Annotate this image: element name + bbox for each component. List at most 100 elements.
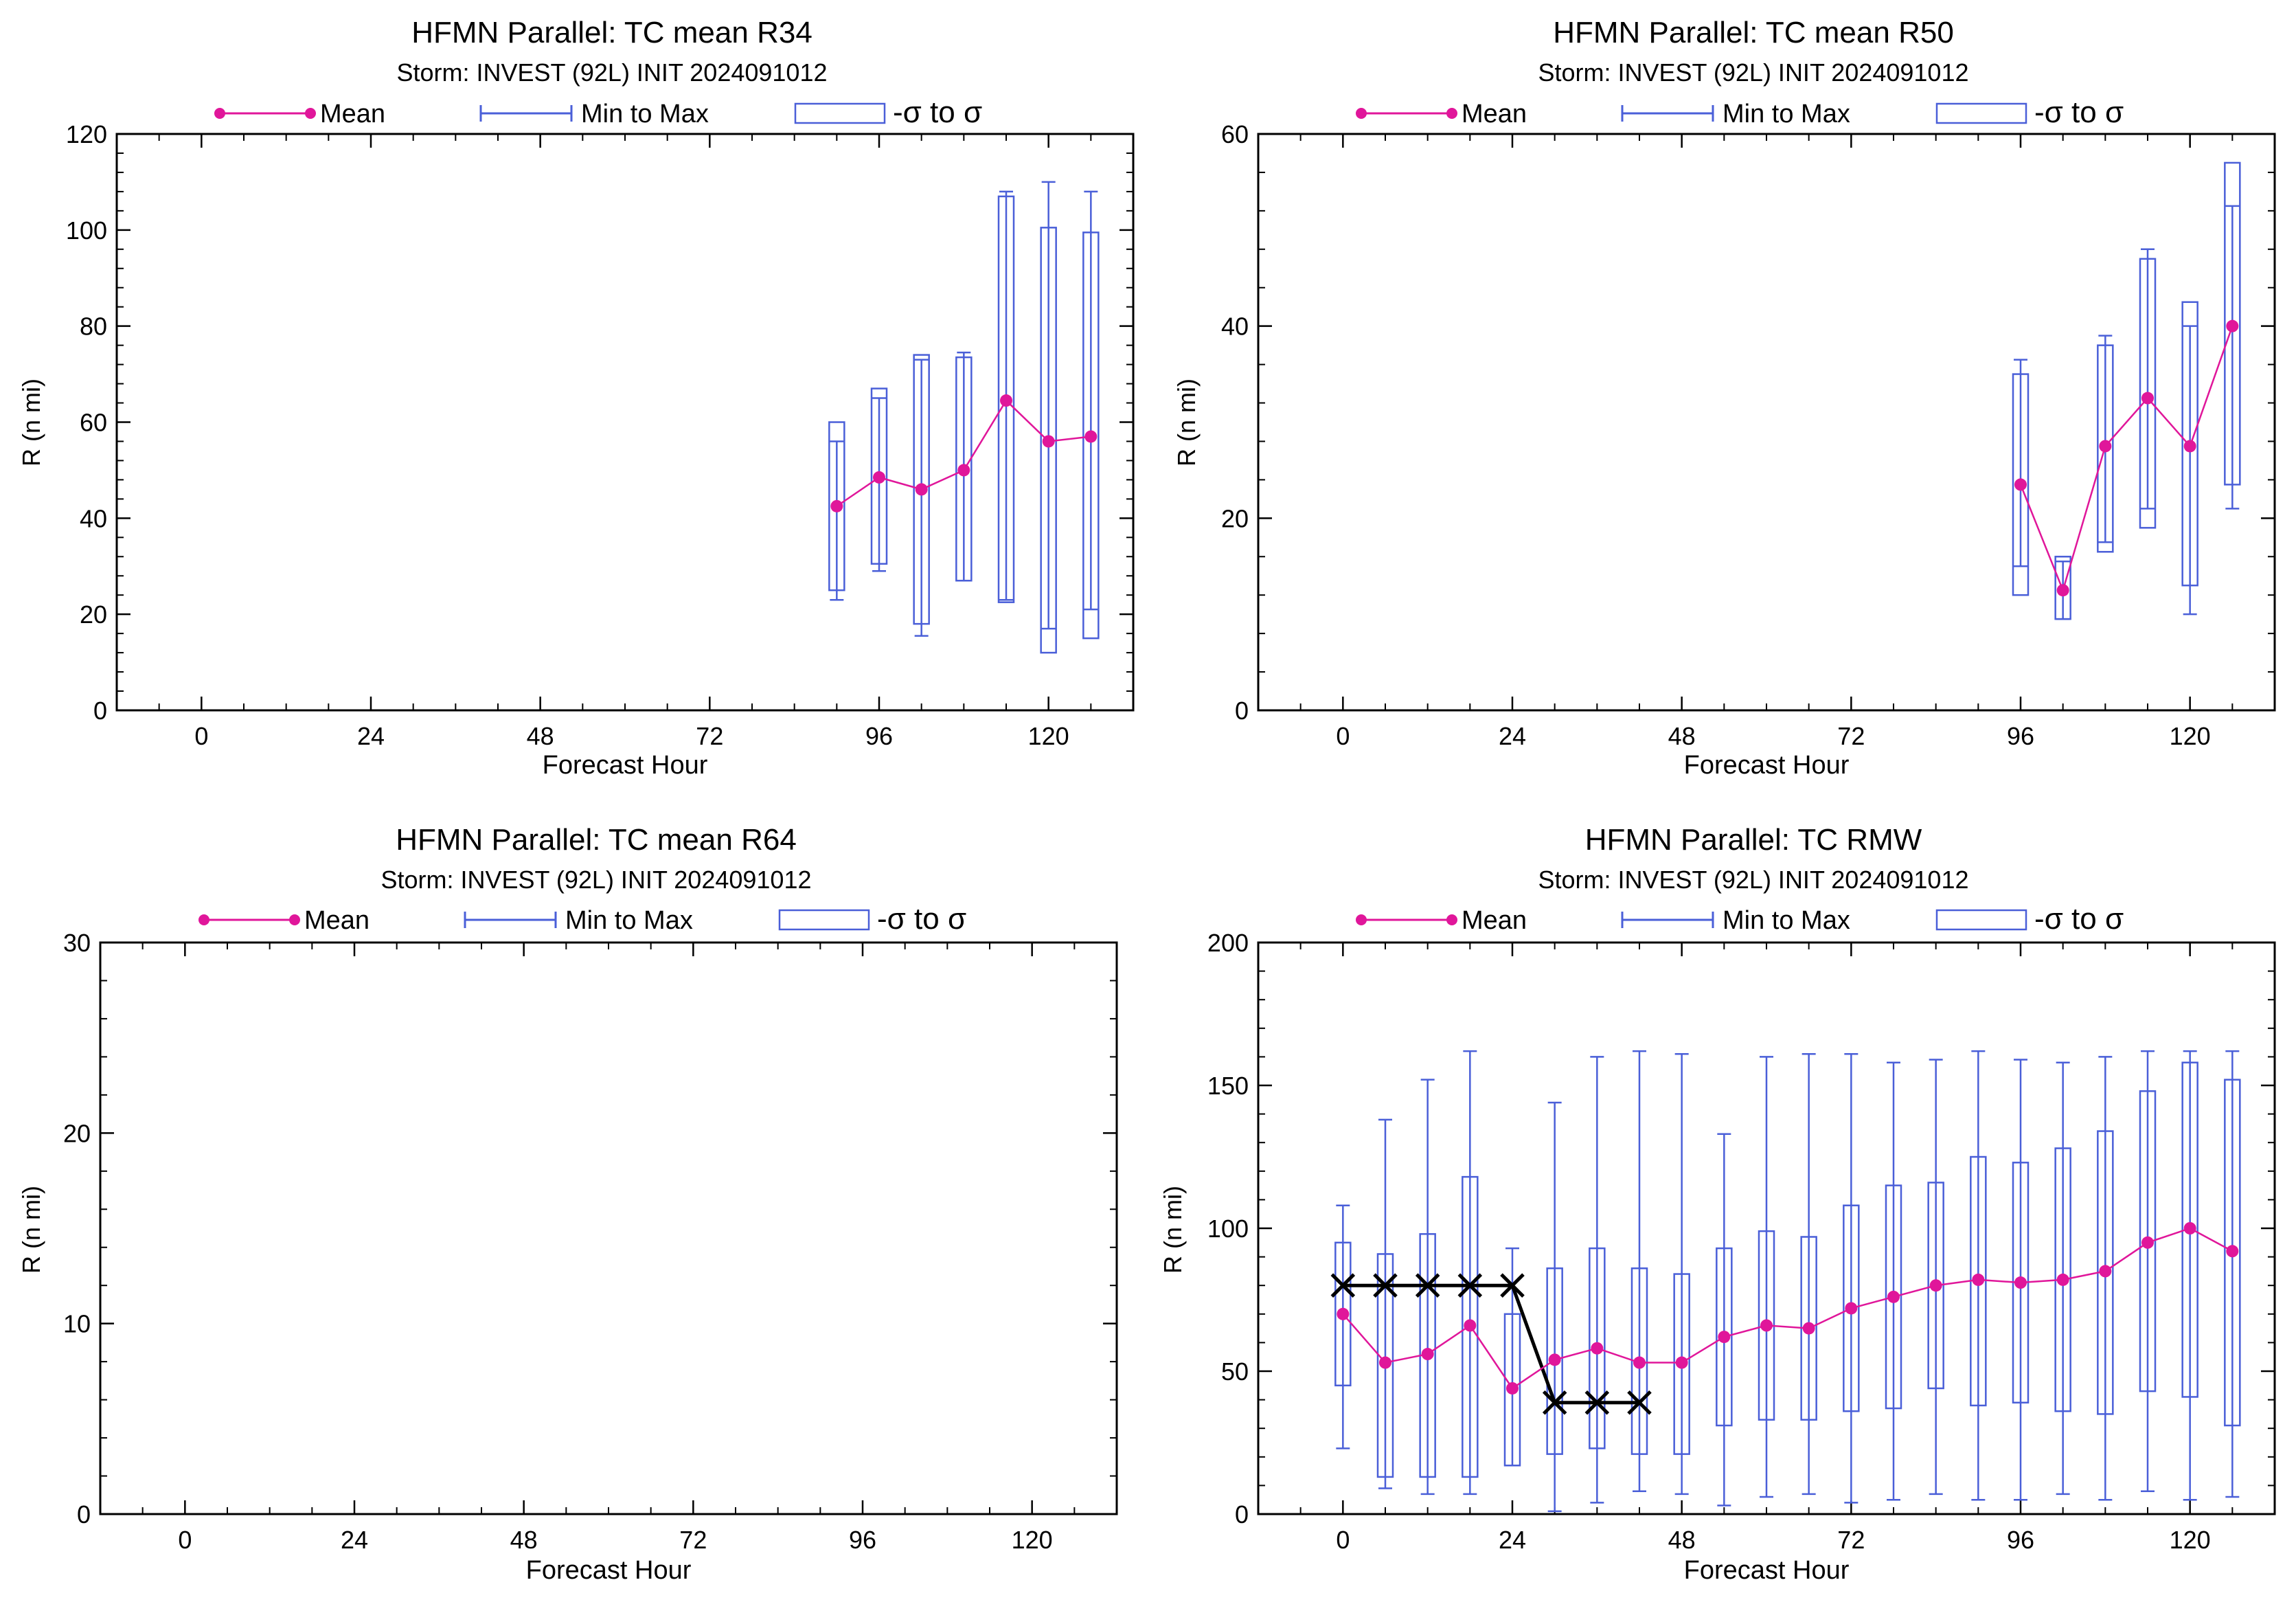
observed-marker-stroke	[1373, 1273, 1398, 1298]
legend-mean-label: Mean	[1462, 100, 1527, 128]
chart-title: HFMN Parallel: TC RMW	[1585, 823, 1922, 857]
y-tick-label: 50	[1221, 1357, 1249, 1386]
observed-marker	[1500, 1273, 1525, 1298]
y-tick-label: 0	[1235, 1500, 1249, 1529]
mean-point	[2014, 1276, 2027, 1289]
y-tick-label: 0	[1235, 697, 1249, 725]
mean-point	[1845, 1302, 1858, 1315]
y-tick-label: 20	[63, 1119, 91, 1147]
mean-point	[1972, 1273, 1985, 1286]
mean-point	[1591, 1342, 1604, 1355]
y-tick-label: 80	[80, 313, 107, 341]
mean-point	[1000, 394, 1012, 407]
mean-line	[2019, 326, 2234, 594]
x-tick-label: 120	[1012, 1526, 1053, 1554]
mean-point	[1084, 430, 1098, 443]
mean-point	[2226, 1245, 2239, 1258]
legend-mean-label: Mean	[304, 906, 370, 935]
observed-marker-stroke	[1542, 1390, 1567, 1415]
x-tick-label: 24	[1499, 722, 1526, 750]
y-tick-label: 40	[80, 504, 107, 532]
x-tick-label: 120	[1028, 722, 1069, 750]
legend: Mean Min to Max -σ to σ	[214, 95, 982, 129]
legend-mean-dot-left	[198, 914, 209, 925]
data-marks	[1330, 1050, 2241, 1513]
legend-sigma-swatch	[794, 102, 886, 124]
x-tick-label: 0	[194, 722, 208, 750]
legend-mean-dot-right	[1446, 914, 1457, 925]
mean-point	[1929, 1279, 1942, 1292]
x-tick-label: 48	[527, 722, 554, 750]
legend-mean-label: Mean	[1462, 906, 1527, 935]
mean-point	[830, 499, 843, 512]
x-tick-label: 96	[2007, 1526, 2034, 1554]
y-tick-label: 100	[66, 216, 107, 245]
legend-sigma-swatch	[778, 909, 870, 931]
mean-point	[1506, 1381, 1519, 1395]
mean-point	[1042, 435, 1055, 448]
legend-range-label: Min to Max	[1723, 100, 1850, 128]
observed-line	[1343, 1283, 1639, 1405]
chart-subtitle: Storm: INVEST (92L) INIT 2024091012	[381, 866, 812, 894]
x-tick-label: 0	[1336, 722, 1350, 750]
y-tick-label: 20	[80, 600, 107, 629]
mean-point	[1887, 1290, 1900, 1303]
chart-subtitle: Storm: INVEST (92L) INIT 2024091012	[1538, 58, 1969, 87]
mean-point	[1379, 1356, 1391, 1369]
mean-point	[2183, 440, 2196, 453]
mean-point	[2141, 392, 2154, 405]
panel-rmw: HFMN Parallel: TC RMW Storm: INVEST (92L…	[1159, 823, 2276, 1585]
mean-point	[2056, 1273, 2069, 1286]
x-axis-label: Forecast Hour	[543, 751, 708, 780]
legend: Mean Min to Max -σ to σ	[198, 902, 966, 936]
mean-point	[2141, 1236, 2154, 1249]
legend-range-label: Min to Max	[1723, 906, 1850, 935]
y-tick-label: 10	[63, 1310, 91, 1338]
legend-mean-dot-left	[1356, 914, 1367, 925]
observed-marker	[1627, 1390, 1652, 1415]
y-tick-label: 100	[1207, 1215, 1249, 1243]
legend-mean-label: Mean	[320, 100, 385, 128]
chart-title: HFMN Parallel: TC mean R34	[411, 16, 812, 49]
x-axis-label: Forecast Hour	[526, 1556, 692, 1585]
y-axis-label: R (n mi)	[1172, 379, 1201, 466]
y-tick-label: 60	[1221, 120, 1249, 148]
chart-subtitle: Storm: INVEST (92L) INIT 2024091012	[397, 58, 828, 87]
mean-point	[2183, 1222, 2196, 1234]
legend-mean-dot-right	[305, 108, 316, 119]
panel-r64: HFMN Parallel: TC mean R64 Storm: INVEST…	[17, 823, 1118, 1585]
plot-area	[1257, 133, 2276, 712]
mean-point	[1718, 1331, 1731, 1344]
x-tick-label: 48	[1668, 722, 1696, 750]
legend-sigma-swatch	[1935, 909, 2027, 931]
y-tick-label: 60	[80, 409, 107, 437]
legend-sigma-label: -σ to σ	[2034, 902, 2124, 936]
mean-line	[1342, 1227, 2233, 1390]
mean-point	[2056, 584, 2069, 597]
x-tick-label: 96	[849, 1526, 876, 1554]
observed-marker-stroke	[1330, 1273, 1356, 1298]
x-tick-label: 0	[178, 1526, 192, 1554]
observed-marker	[1584, 1390, 1610, 1415]
axis-ticks: 0 24 48 72 96 120 0 50 100 150 200	[1207, 929, 2275, 1554]
mean-point	[1675, 1356, 1688, 1369]
x-axis-label: Forecast Hour	[1684, 751, 1850, 780]
legend: Mean Min to Max -σ to σ	[1356, 902, 2124, 936]
observed-marker	[1330, 1273, 1356, 1298]
data-marks	[2012, 161, 2241, 620]
mean-point	[2226, 319, 2239, 332]
x-tick-label: 72	[679, 1526, 707, 1554]
x-tick-label: 72	[1837, 722, 1865, 750]
mean-point	[873, 471, 885, 484]
plot-area	[99, 941, 1118, 1515]
panel-r34: HFMN Parallel: TC mean R34 Storm: INVEST…	[17, 16, 1135, 780]
mean-point	[1760, 1319, 1773, 1332]
y-axis-label: R (n mi)	[17, 1186, 45, 1274]
x-tick-label: 48	[1668, 1526, 1696, 1554]
legend: Mean Min to Max -σ to σ	[1356, 95, 2124, 129]
axis-ticks: 0 24 48 72 96 120 0 10 20 30	[63, 929, 1117, 1554]
observed-marker-stroke	[1500, 1273, 1525, 1298]
mean-point	[1802, 1322, 1815, 1335]
y-tick-label: 120	[66, 120, 107, 148]
x-axis-label: Forecast Hour	[1684, 1556, 1850, 1585]
